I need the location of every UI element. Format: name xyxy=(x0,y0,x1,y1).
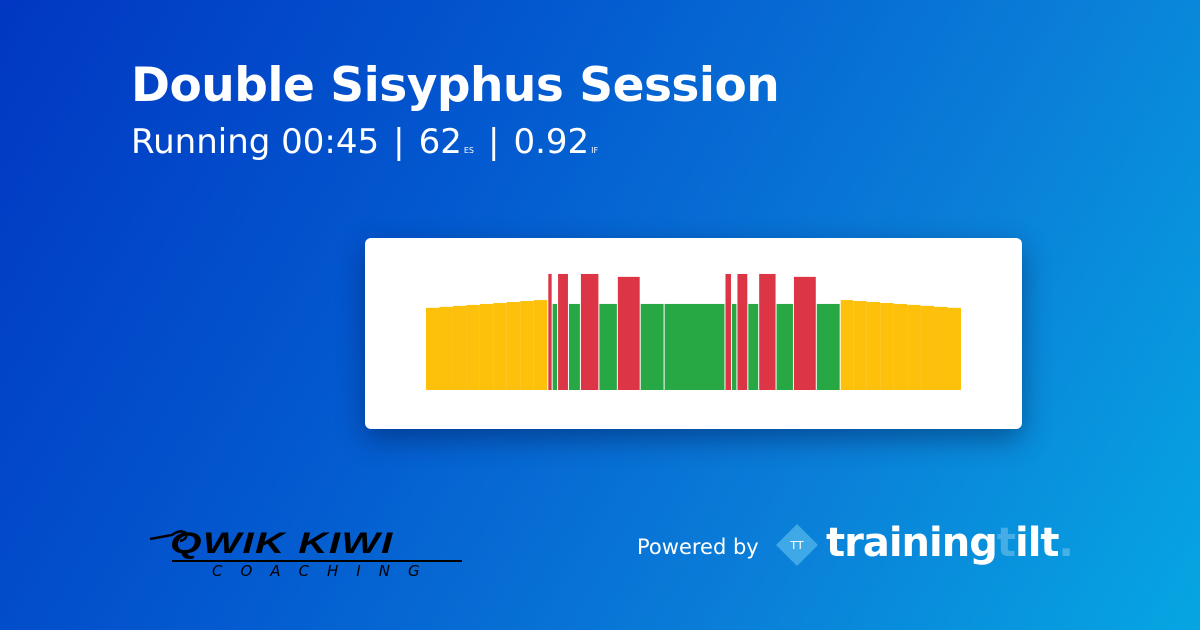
segment-bar-warmup xyxy=(947,307,961,390)
segment-bar-work xyxy=(759,273,776,390)
workout-profile-card xyxy=(365,238,1022,429)
segment-bar-warmup xyxy=(426,307,440,390)
svg-text:TT: TT xyxy=(789,539,804,552)
workout-title: Double Sisyphus Session xyxy=(131,58,780,113)
segment-bar-recovery xyxy=(552,303,558,390)
segment-bar-warmup xyxy=(520,301,534,390)
segment-bar-warmup xyxy=(880,302,894,390)
segment-bar-warmup xyxy=(840,300,854,390)
trainingtilt-diamond-icon: TT xyxy=(776,524,818,566)
segment-bar-work xyxy=(737,273,748,390)
logo-divider xyxy=(172,560,462,562)
segment-bar-warmup xyxy=(533,300,548,390)
trainingtilt-logo: trainingtilt. xyxy=(826,520,1074,566)
segment-bar-warmup xyxy=(466,304,480,390)
segment-bar-warmup xyxy=(934,306,948,390)
workout-profile-chart xyxy=(426,273,961,390)
segment-bar-recovery xyxy=(640,303,664,390)
es-unit: ES xyxy=(463,146,474,155)
duration-value: 00:45 xyxy=(281,122,380,162)
segment-bar-work xyxy=(725,273,731,390)
logo-part: t xyxy=(996,520,1016,566)
segment-bar-work xyxy=(548,273,552,390)
kiwi-bird-icon xyxy=(150,530,188,543)
segment-bar-warmup xyxy=(493,302,507,390)
segment-bar-warmup xyxy=(893,303,908,390)
segment-bar-warmup xyxy=(907,304,921,390)
segment-bar-recovery xyxy=(568,303,580,390)
segment-bar-recovery xyxy=(776,303,793,390)
segment-bar-warmup xyxy=(866,302,881,390)
separator: | xyxy=(393,122,405,162)
segment-bar-warmup xyxy=(479,303,494,390)
qwik-kiwi-logo: QWIK KIWI COACHING xyxy=(150,527,470,580)
logo-part: ilt xyxy=(1014,520,1060,566)
coach-logo-sub: COACHING xyxy=(212,562,438,580)
segment-bar-work xyxy=(793,276,816,390)
segment-bar-work xyxy=(558,273,568,390)
if-value: 0.92 xyxy=(513,122,590,162)
sport-label: Running xyxy=(131,122,271,162)
powered-by-label: Powered by xyxy=(637,535,759,559)
coach-logo-name: QWIK KIWI xyxy=(170,527,394,560)
segment-bar-recovery xyxy=(748,303,759,390)
segment-bar-recovery xyxy=(664,303,725,390)
segment-bar-recovery xyxy=(816,303,840,390)
segment-bar-work xyxy=(580,273,599,390)
segment-bar-recovery xyxy=(599,303,617,390)
segment-bar-warmup xyxy=(452,305,467,390)
logo-part: . xyxy=(1058,520,1074,566)
if-unit: IF xyxy=(591,146,599,155)
workout-summary: Running 00:45 | 62 ES | 0.92 IF xyxy=(131,122,598,162)
segment-bar-recovery xyxy=(732,303,737,390)
segment-bar-warmup xyxy=(920,305,935,390)
segment-bar-warmup xyxy=(853,301,867,390)
separator: | xyxy=(488,122,500,162)
segment-bar-warmup xyxy=(506,302,521,390)
logo-part: training xyxy=(826,520,998,566)
segment-bar-warmup xyxy=(439,306,453,390)
segment-bar-work xyxy=(617,276,640,390)
es-value: 62 xyxy=(418,122,462,162)
